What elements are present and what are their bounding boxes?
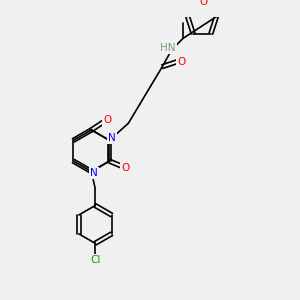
Text: O: O bbox=[103, 116, 112, 125]
Text: N: N bbox=[108, 134, 116, 143]
Text: O: O bbox=[177, 57, 185, 67]
Text: O: O bbox=[122, 163, 130, 173]
Text: O: O bbox=[200, 0, 208, 8]
Text: N: N bbox=[90, 168, 98, 178]
Text: HN: HN bbox=[160, 43, 176, 53]
Text: Cl: Cl bbox=[90, 255, 101, 265]
